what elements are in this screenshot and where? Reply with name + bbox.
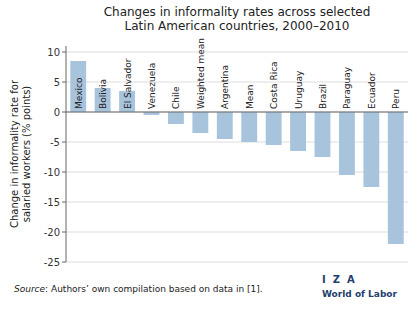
category-label: Paraguay xyxy=(342,66,352,109)
bar xyxy=(290,112,306,151)
y-axis-label-line: Change in informality rate for xyxy=(9,79,20,228)
tick-mark xyxy=(62,82,66,83)
source-text: : Authors’ own compilation based on data… xyxy=(45,284,263,294)
grid-line xyxy=(66,112,408,113)
grid-line xyxy=(66,52,408,53)
logo-text: I Z A xyxy=(322,274,355,285)
bar xyxy=(266,112,282,145)
tick-mark xyxy=(62,172,66,173)
tick-label: -15 xyxy=(44,197,60,208)
tick-label: -25 xyxy=(44,257,60,268)
bar xyxy=(241,112,257,142)
category-label: El Salvador xyxy=(123,58,133,109)
grid-line xyxy=(66,82,408,83)
bar xyxy=(217,112,233,139)
y-axis xyxy=(66,46,67,262)
category-label: Chile xyxy=(171,86,181,109)
title: Changes in informality rates across sele… xyxy=(104,5,371,33)
category-label: Ecuador xyxy=(367,72,377,109)
source: Source: Authors’ own compilation based o… xyxy=(14,284,263,294)
category-label: Costa Rica xyxy=(269,61,279,109)
category-label: Bolivia xyxy=(98,79,108,109)
grid xyxy=(66,52,408,262)
tick-label: -10 xyxy=(44,167,60,178)
source-label: Source xyxy=(14,284,46,294)
tick-mark xyxy=(62,262,66,263)
grid-line xyxy=(66,142,408,143)
bar xyxy=(192,112,208,133)
tick-mark xyxy=(62,52,66,53)
bar xyxy=(168,112,184,124)
grid-line xyxy=(66,232,408,233)
category-label: Mean xyxy=(245,84,255,109)
bar xyxy=(388,112,404,244)
tick-mark xyxy=(62,232,66,233)
y-axis-label-line: salaried workers (% points) xyxy=(21,86,32,223)
category-label: Mexico xyxy=(74,77,84,109)
grid-line xyxy=(66,202,408,203)
bar xyxy=(70,61,86,112)
category-label: Weighted mean xyxy=(196,38,206,109)
category-label: Argentina xyxy=(220,65,230,109)
tick-label: 10 xyxy=(47,47,60,58)
zero-line xyxy=(66,112,408,113)
tick-mark xyxy=(62,202,66,203)
tick-label: -5 xyxy=(50,137,60,148)
title-line: Changes in informality rates across sele… xyxy=(104,5,371,19)
grid-line xyxy=(66,172,408,173)
bar xyxy=(363,112,379,187)
tick-label: 5 xyxy=(54,77,60,88)
category-label: Venezuela xyxy=(147,63,157,109)
bars xyxy=(70,61,403,244)
category-label: Brazil xyxy=(318,84,328,109)
title-line: Latin American countries, 2000–2010 xyxy=(125,19,350,33)
tick-label: -20 xyxy=(44,227,60,238)
grid-line xyxy=(66,262,408,263)
bar xyxy=(315,112,331,157)
tick-label: 0 xyxy=(54,107,60,118)
bar xyxy=(339,112,355,175)
category-label: Peru xyxy=(391,89,401,109)
tick-mark xyxy=(62,112,66,113)
chart: Changes in informality rates across sele… xyxy=(0,0,418,311)
category-label: Uruguay xyxy=(294,70,304,109)
logo-subtext: World of Labor xyxy=(322,289,398,299)
tick-mark xyxy=(62,142,66,143)
y-axis-label: Change in informality rate forsalaried w… xyxy=(9,79,32,228)
